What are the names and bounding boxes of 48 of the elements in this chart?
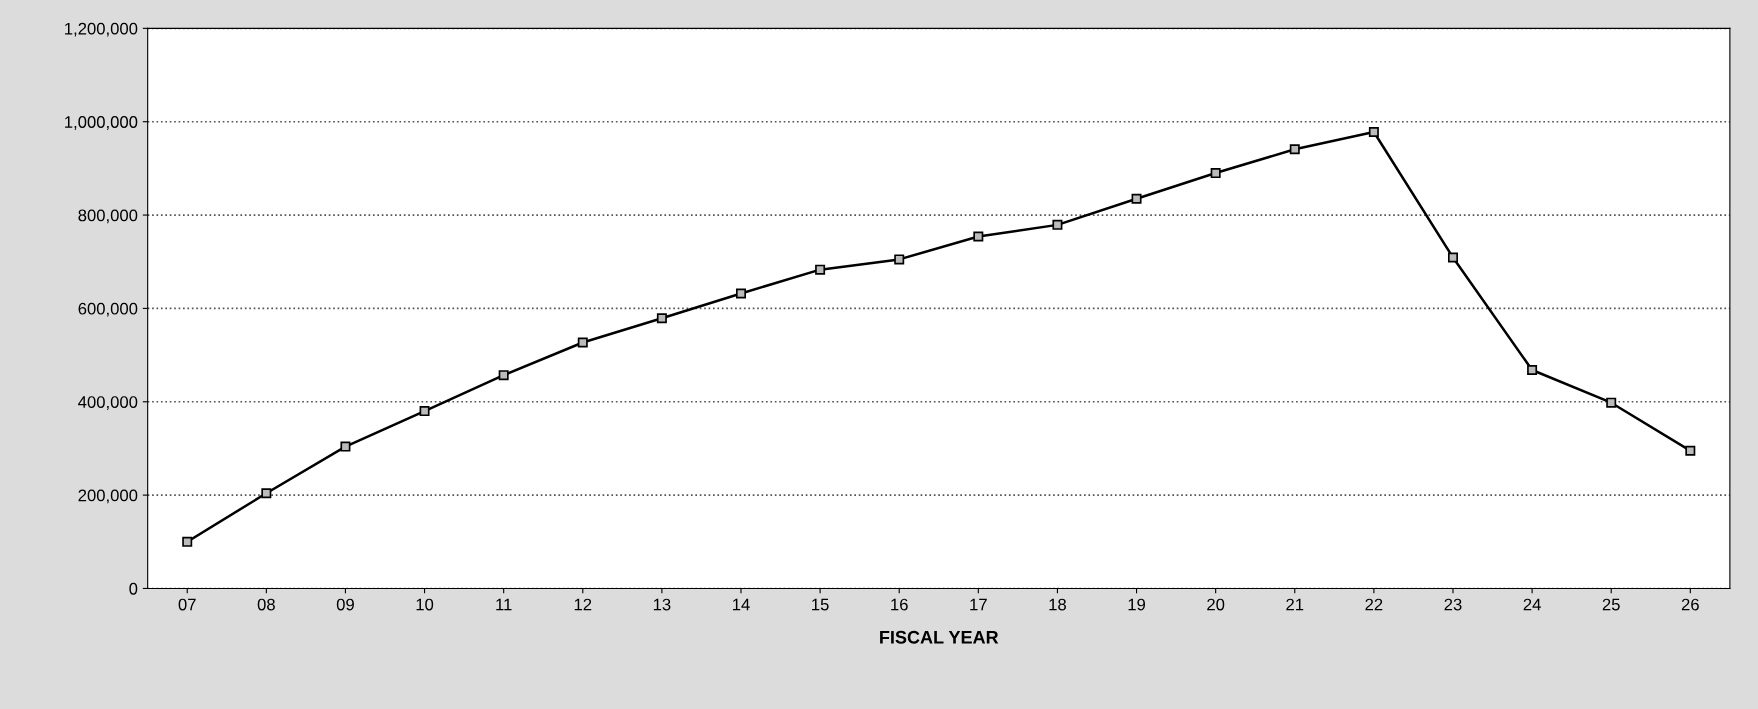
y-tick-label: 0 [129,582,138,595]
x-tick-label: 08 [257,598,275,611]
x-tick-label: 25 [1602,598,1620,611]
x-axis-title: FISCAL YEAR [880,630,999,644]
x-tick-label: 15 [812,598,829,611]
point [1210,168,1221,179]
x-tick-label: 13 [653,598,671,611]
point [340,441,351,452]
point [815,264,826,275]
x-tick-label: 09 [336,598,354,611]
x-tick-label: 07 [178,598,196,611]
point [656,313,667,324]
x-tick-label: 14 [733,598,750,611]
point [1368,126,1379,137]
y-tick-label: 200,000 [78,489,138,504]
point [182,536,193,547]
point [1685,445,1696,456]
point [1527,365,1538,376]
point [261,488,272,499]
x-tick-label: 19 [1128,598,1146,611]
x-tick-label: 11 [496,598,512,611]
y-tick-label: 1,000,000 [65,116,138,130]
x-tick-label: 26 [1681,598,1699,611]
point [1289,144,1300,155]
x-tick-label: 24 [1523,598,1541,611]
y-tick-label: 800,000 [78,209,138,224]
x-tick-label: 17 [970,598,987,611]
x-tick-label: 16 [891,598,908,611]
x-tick-label: 22 [1365,598,1383,611]
point [419,406,430,417]
point [498,370,509,381]
x-tick-label: 20 [1207,598,1225,611]
point [1447,252,1458,263]
x-tick-label: 12 [574,598,592,611]
point [894,254,905,265]
point [1606,397,1617,408]
point [1131,193,1142,204]
y-tick-label: 400,000 [78,396,138,410]
x-tick-label: 21 [1286,598,1304,611]
point [735,288,746,299]
x-tick-label: 10 [416,598,434,611]
point [973,231,984,242]
point [1052,219,1063,230]
y-tick-label: 1,200,000 [65,22,138,37]
y-tick-label: 600,000 [78,302,138,317]
x-tick-label: 23 [1444,598,1462,611]
point [577,337,588,348]
x-tick-label: 18 [1049,598,1066,611]
